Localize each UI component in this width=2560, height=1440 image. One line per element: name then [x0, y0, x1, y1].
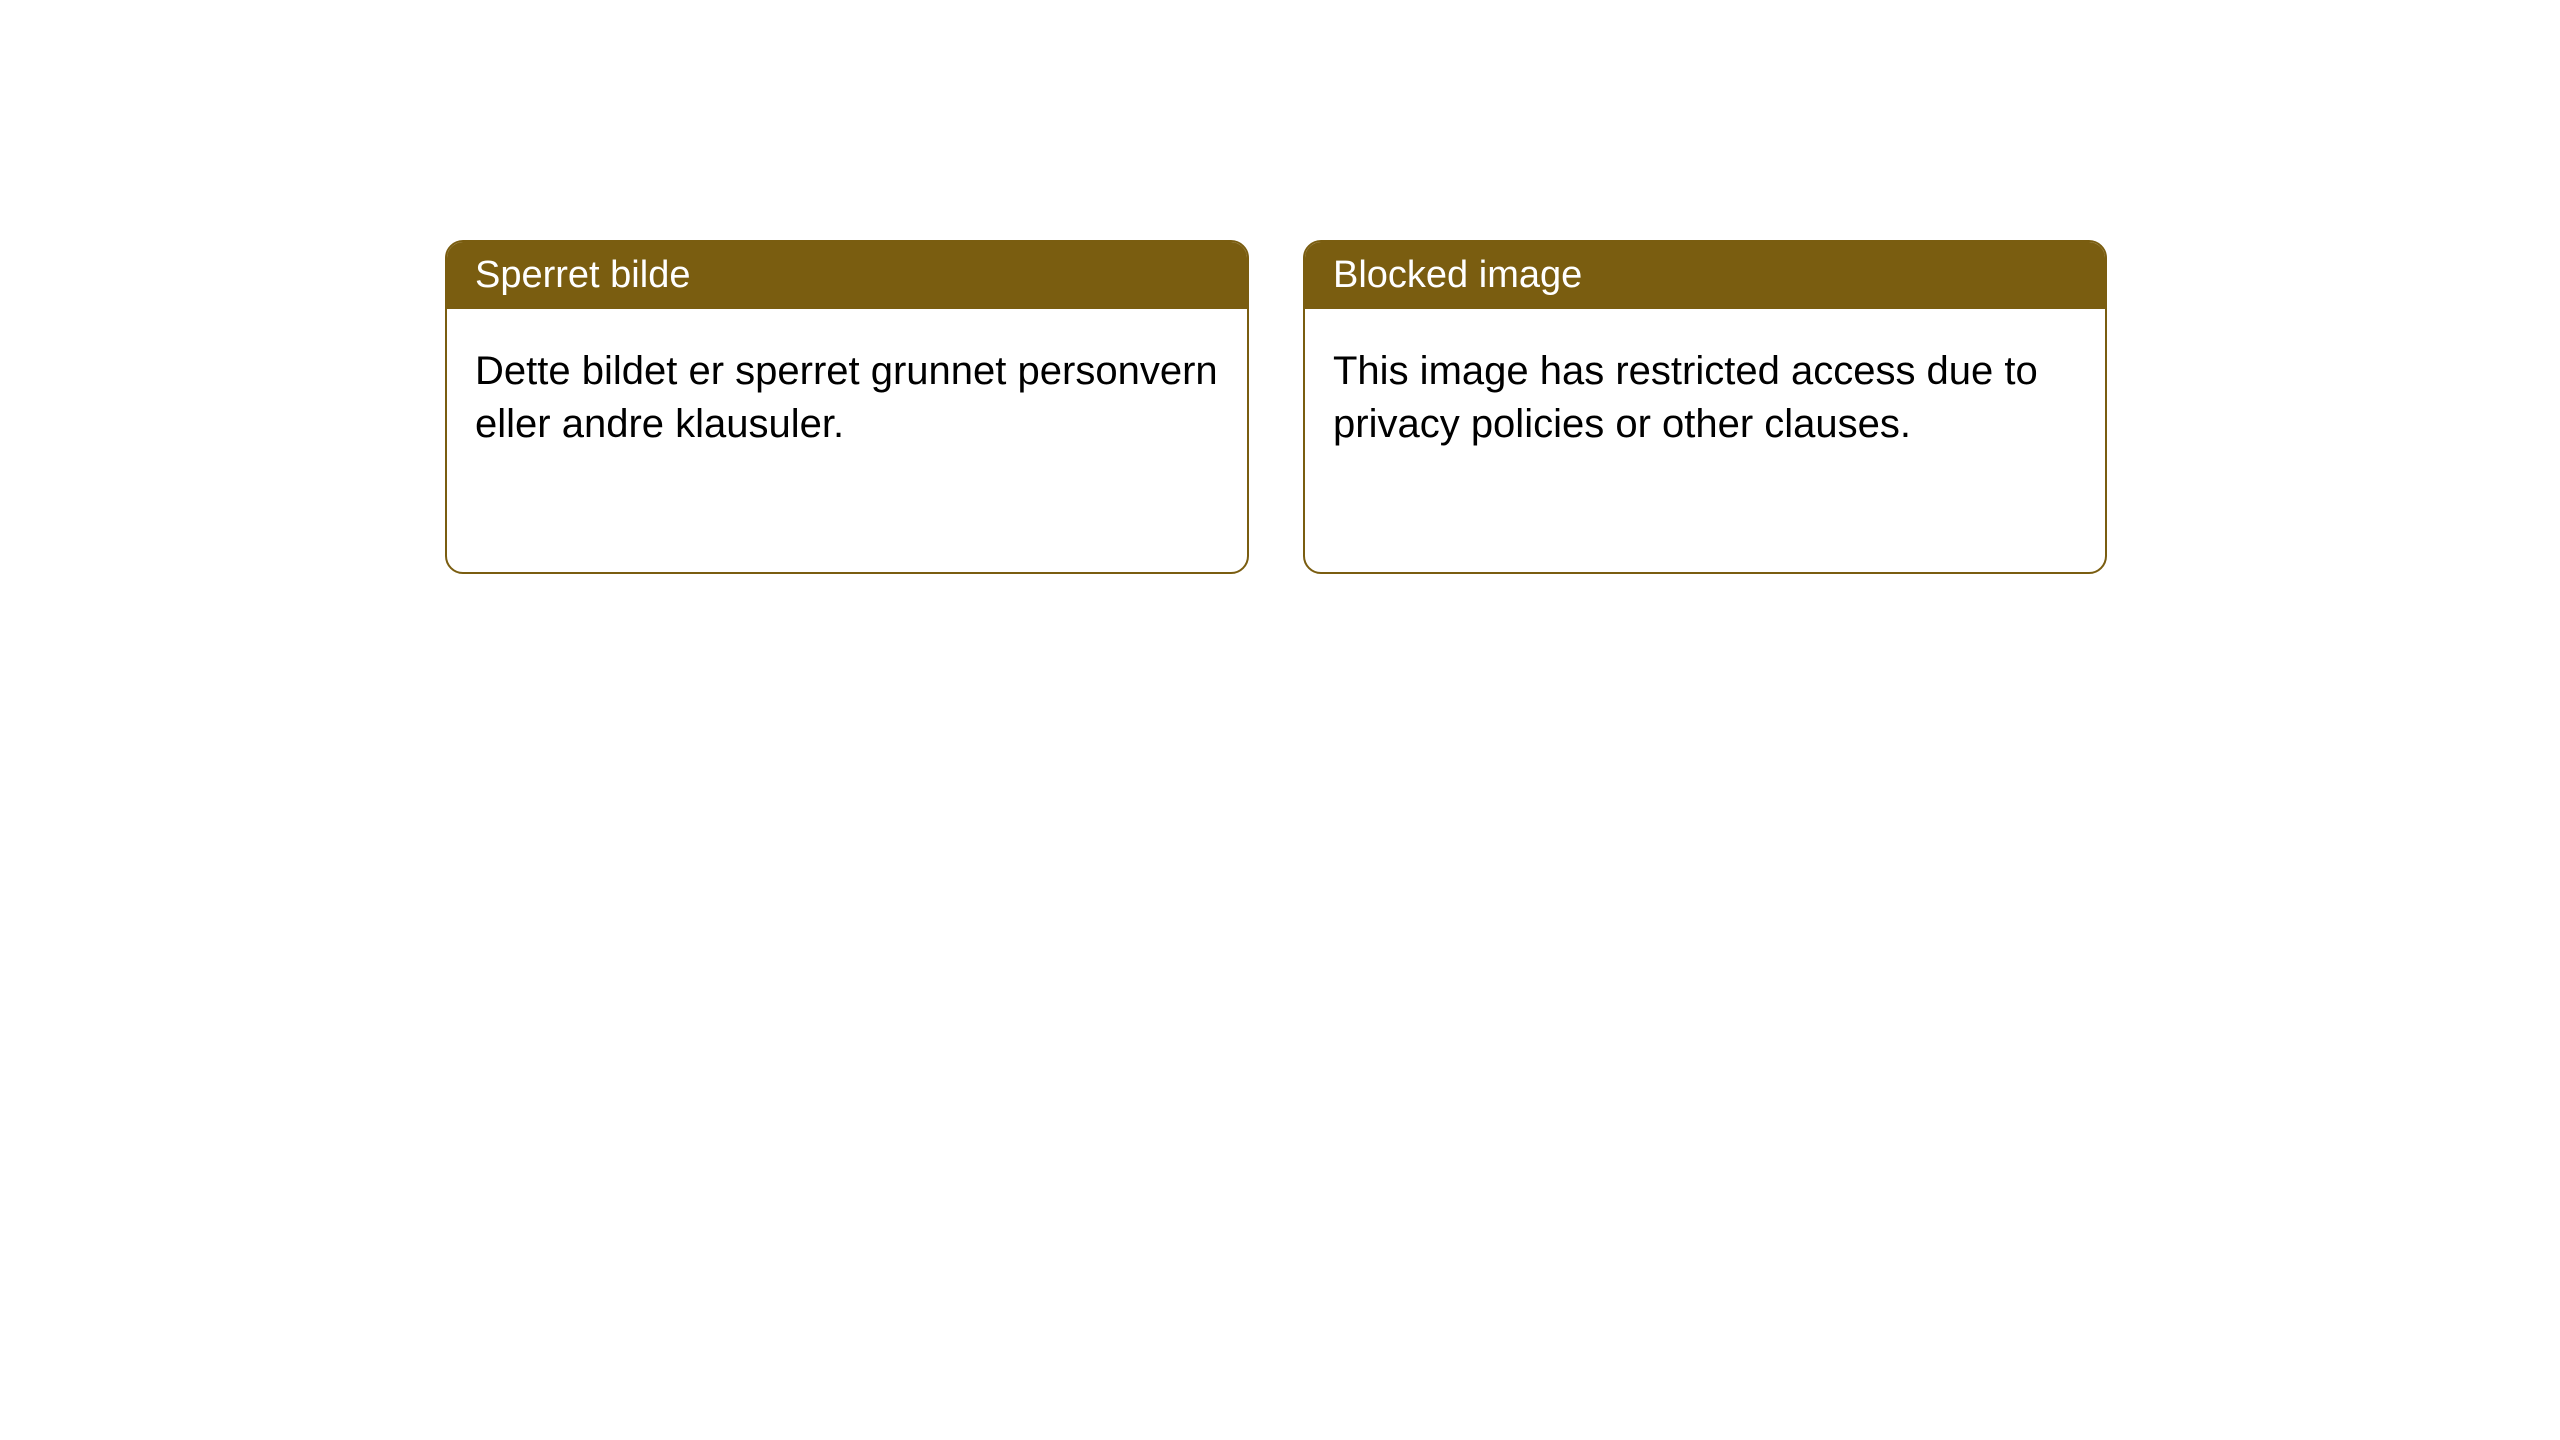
- notice-header-english: Blocked image: [1305, 242, 2105, 309]
- notice-body-norwegian: Dette bildet er sperret grunnet personve…: [447, 309, 1247, 487]
- notice-card-norwegian: Sperret bilde Dette bildet er sperret gr…: [445, 240, 1249, 574]
- notice-cards-container: Sperret bilde Dette bildet er sperret gr…: [0, 0, 2560, 574]
- notice-header-norwegian: Sperret bilde: [447, 242, 1247, 309]
- notice-body-english: This image has restricted access due to …: [1305, 309, 2105, 487]
- notice-card-english: Blocked image This image has restricted …: [1303, 240, 2107, 574]
